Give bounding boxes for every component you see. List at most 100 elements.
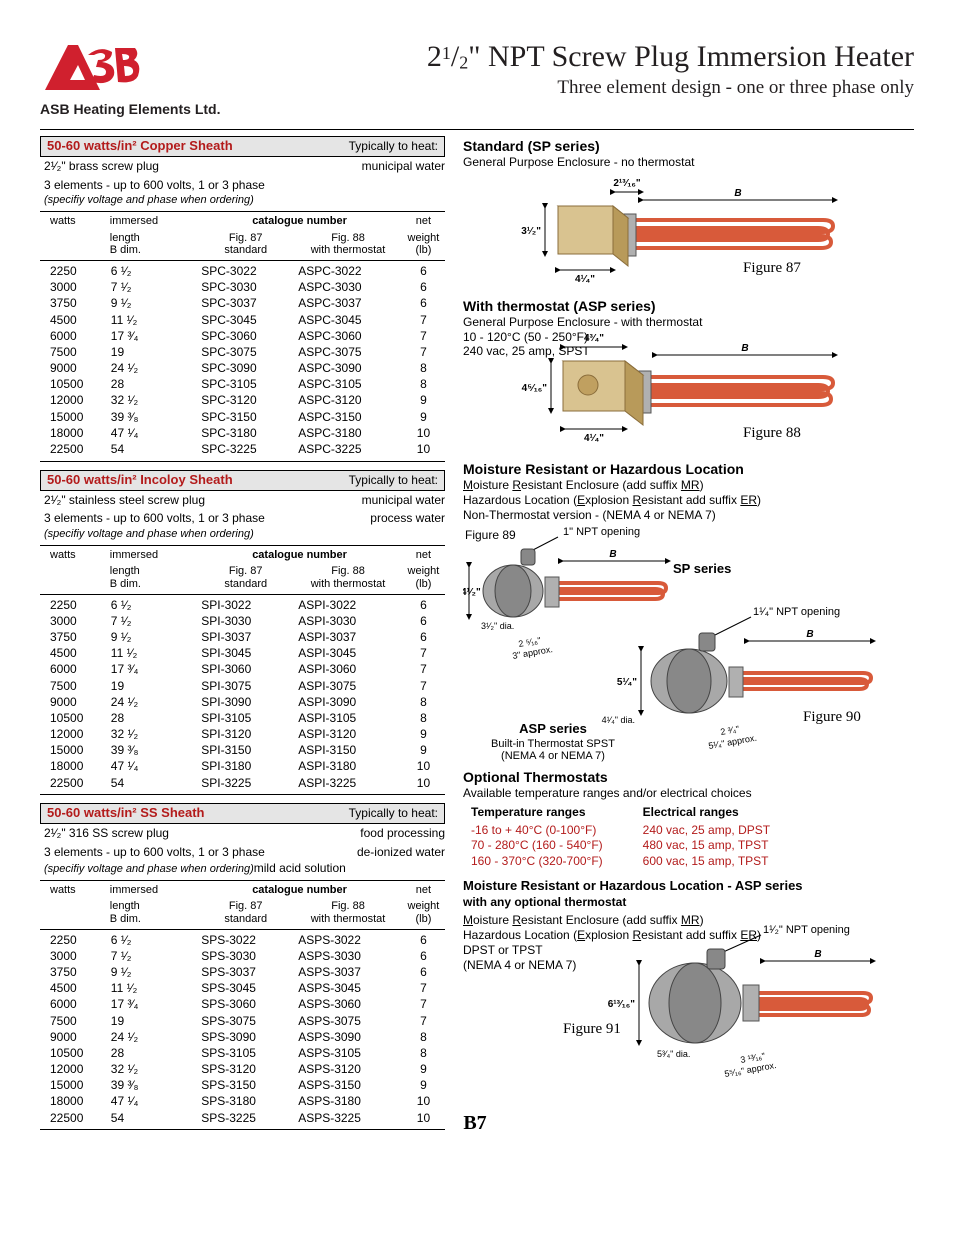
cell-cat-therm: ASPS-3090 bbox=[294, 1030, 402, 1046]
section-ss: 50-60 watts/in² SS Sheath Typically to h… bbox=[40, 803, 445, 1130]
cell-length: 19 bbox=[107, 678, 197, 694]
cell-watts: 12000 bbox=[40, 1062, 107, 1078]
cell-length: 19 bbox=[107, 1013, 197, 1029]
cell-weight: 7 bbox=[402, 997, 445, 1013]
table-row: 10500 28 SPC-3105 ASPC-3105 8 bbox=[40, 377, 445, 393]
figure-91-drawing: 1¹⁄₂" NPT opening B 6¹³⁄₁₆" 5³⁄₄" dia. 3… bbox=[463, 913, 893, 1088]
table-row: 10500 28 SPI-3105 ASPI-3105 8 bbox=[40, 711, 445, 727]
elec-ranges-header: Electrical ranges bbox=[643, 805, 770, 821]
cell-watts: 7500 bbox=[40, 1013, 107, 1029]
cell-cat-therm: ASPC-3045 bbox=[294, 312, 402, 328]
cell-weight: 6 bbox=[402, 949, 445, 965]
spec-table-copper: watts immersed catalogue number net leng… bbox=[40, 211, 445, 462]
cell-length: 6 ¹⁄₂ bbox=[107, 594, 197, 613]
cell-watts: 7500 bbox=[40, 345, 107, 361]
spec-table-incoloy: watts immersed catalogue number net leng… bbox=[40, 545, 445, 796]
temp-range-3: 160 - 370°C (320-700°F) bbox=[471, 854, 603, 870]
table-row: 2250 6 ¹⁄₂ SPS-3022 ASPS-3022 6 bbox=[40, 929, 445, 948]
cell-weight: 7 bbox=[402, 328, 445, 344]
cell-cat-std: SPS-3120 bbox=[197, 1062, 294, 1078]
cell-length: 28 bbox=[107, 711, 197, 727]
cell-cat-std: SPC-3225 bbox=[197, 442, 294, 461]
cell-length: 24 ¹⁄₂ bbox=[107, 361, 197, 377]
table-row: 3000 7 ¹⁄₂ SPS-3030 ASPS-3030 6 bbox=[40, 949, 445, 965]
table-row: 3000 7 ¹⁄₂ SPI-3030 ASPI-3030 6 bbox=[40, 614, 445, 630]
svg-text:Built-in Thermostat SPST: Built-in Thermostat SPST bbox=[491, 738, 615, 750]
cell-length: 7 ¹⁄₂ bbox=[107, 949, 197, 965]
cell-length: 47 ¹⁄₄ bbox=[107, 759, 197, 775]
cell-watts: 6000 bbox=[40, 328, 107, 344]
section-bar-copper: 50-60 watts/in² Copper Sheath Typically … bbox=[40, 136, 445, 157]
cell-weight: 6 bbox=[402, 594, 445, 613]
cell-cat-std: SPI-3022 bbox=[197, 594, 294, 613]
cell-cat-therm: ASPC-3105 bbox=[294, 377, 402, 393]
svg-text:SP series: SP series bbox=[673, 561, 731, 576]
cell-length: 32 ¹⁄₂ bbox=[107, 727, 197, 743]
optional-thermostats-desc: Available temperature ranges and/or elec… bbox=[463, 787, 914, 801]
cell-length: 39 ³⁄₈ bbox=[107, 743, 197, 759]
cell-cat-therm: ASPC-3075 bbox=[294, 345, 402, 361]
cell-cat-std: SPC-3090 bbox=[197, 361, 294, 377]
svg-text:4¹⁄₄": 4¹⁄₄" bbox=[575, 274, 595, 285]
cell-cat-therm: ASPI-3225 bbox=[294, 775, 402, 794]
elements-line: 3 elements - up to 600 volts, 1 or 3 pha… bbox=[44, 179, 445, 193]
cell-length: 11 ¹⁄₂ bbox=[107, 312, 197, 328]
cell-watts: 3750 bbox=[40, 965, 107, 981]
figure-89-90-drawing: Figure 89 1" NPT opening B 4¹⁄₂" 3¹⁄₂" d… bbox=[463, 523, 893, 763]
cell-watts: 15000 bbox=[40, 743, 107, 759]
table-row: 3000 7 ¹⁄₂ SPC-3030 ASPC-3030 6 bbox=[40, 280, 445, 296]
cell-cat-therm: ASPS-3060 bbox=[294, 997, 402, 1013]
cell-cat-std: SPI-3030 bbox=[197, 614, 294, 630]
svg-text:5³⁄₄" dia.: 5³⁄₄" dia. bbox=[657, 1049, 690, 1059]
cell-weight: 8 bbox=[402, 361, 445, 377]
table-row: 12000 32 ¹⁄₂ SPS-3120 ASPS-3120 9 bbox=[40, 1062, 445, 1078]
specify-note: (specifiy voltage and phase when orderin… bbox=[44, 528, 445, 541]
elements-line: 3 elements - up to 600 volts, 1 or 3 pha… bbox=[44, 512, 445, 526]
thermostat-heading: With thermostat (ASP series) bbox=[463, 298, 914, 314]
cell-cat-std: SPC-3060 bbox=[197, 328, 294, 344]
header-rule bbox=[40, 129, 914, 130]
plug-right: municipal water bbox=[362, 160, 445, 174]
table-row: 9000 24 ¹⁄₂ SPC-3090 ASPC-3090 8 bbox=[40, 361, 445, 377]
table-row: 4500 11 ¹⁄₂ SPS-3045 ASPS-3045 7 bbox=[40, 981, 445, 997]
svg-text:Figure 89: Figure 89 bbox=[465, 528, 516, 542]
specify-note: (specifiy voltage and phase when orderin… bbox=[44, 194, 445, 207]
cell-cat-therm: ASPC-3150 bbox=[294, 409, 402, 425]
section-bar-ss: 50-60 watts/in² SS Sheath Typically to h… bbox=[40, 803, 445, 824]
cell-watts: 10500 bbox=[40, 377, 107, 393]
svg-text:B: B bbox=[609, 549, 616, 560]
cell-length: 28 bbox=[107, 377, 197, 393]
table-row: 9000 24 ¹⁄₂ SPS-3090 ASPS-3090 8 bbox=[40, 1030, 445, 1046]
cell-cat-therm: ASPC-3060 bbox=[294, 328, 402, 344]
table-row: 4500 11 ¹⁄₂ SPI-3045 ASPI-3045 7 bbox=[40, 646, 445, 662]
cell-cat-therm: ASPI-3037 bbox=[294, 630, 402, 646]
cell-length: 9 ¹⁄₂ bbox=[107, 965, 197, 981]
cell-weight: 8 bbox=[402, 1030, 445, 1046]
cell-watts: 3750 bbox=[40, 630, 107, 646]
temp-range-1: -16 to + 40°C (0-100°F) bbox=[471, 823, 603, 839]
svg-text:1¹⁄₂" NPT opening: 1¹⁄₂" NPT opening bbox=[763, 924, 850, 936]
plug-line: 2¹⁄₂" stainless steel screw plugmunicipa… bbox=[44, 494, 445, 508]
cell-cat-std: SPS-3090 bbox=[197, 1030, 294, 1046]
cell-cat-therm: ASPS-3180 bbox=[294, 1094, 402, 1110]
figure-87-caption: Figure 87 bbox=[743, 260, 801, 276]
cell-length: 17 ³⁄₄ bbox=[107, 328, 197, 344]
svg-text:1¹⁄₄" NPT opening: 1¹⁄₄" NPT opening bbox=[753, 606, 840, 618]
cell-watts: 10500 bbox=[40, 711, 107, 727]
section-copper: 50-60 watts/in² Copper Sheath Typically … bbox=[40, 136, 445, 462]
table-row: 3750 9 ¹⁄₂ SPC-3037 ASPC-3037 6 bbox=[40, 296, 445, 312]
cell-weight: 10 bbox=[402, 775, 445, 794]
cell-length: 47 ¹⁄₄ bbox=[107, 1094, 197, 1110]
cell-cat-std: SPS-3180 bbox=[197, 1094, 294, 1110]
cell-cat-therm: ASPC-3030 bbox=[294, 280, 402, 296]
moisture2-heading: Moisture Resistant or Hazardous Location… bbox=[463, 879, 914, 894]
cell-weight: 8 bbox=[402, 711, 445, 727]
section-bar-title: 50-60 watts/in² SS Sheath bbox=[47, 806, 205, 821]
cell-weight: 9 bbox=[402, 393, 445, 409]
cell-watts: 18000 bbox=[40, 426, 107, 442]
cell-watts: 12000 bbox=[40, 393, 107, 409]
cell-length: 17 ³⁄₄ bbox=[107, 997, 197, 1013]
cell-cat-std: SPI-3105 bbox=[197, 711, 294, 727]
elements-line: 3 elements - up to 600 volts, 1 or 3 pha… bbox=[44, 846, 445, 860]
cell-cat-std: SPS-3022 bbox=[197, 929, 294, 948]
